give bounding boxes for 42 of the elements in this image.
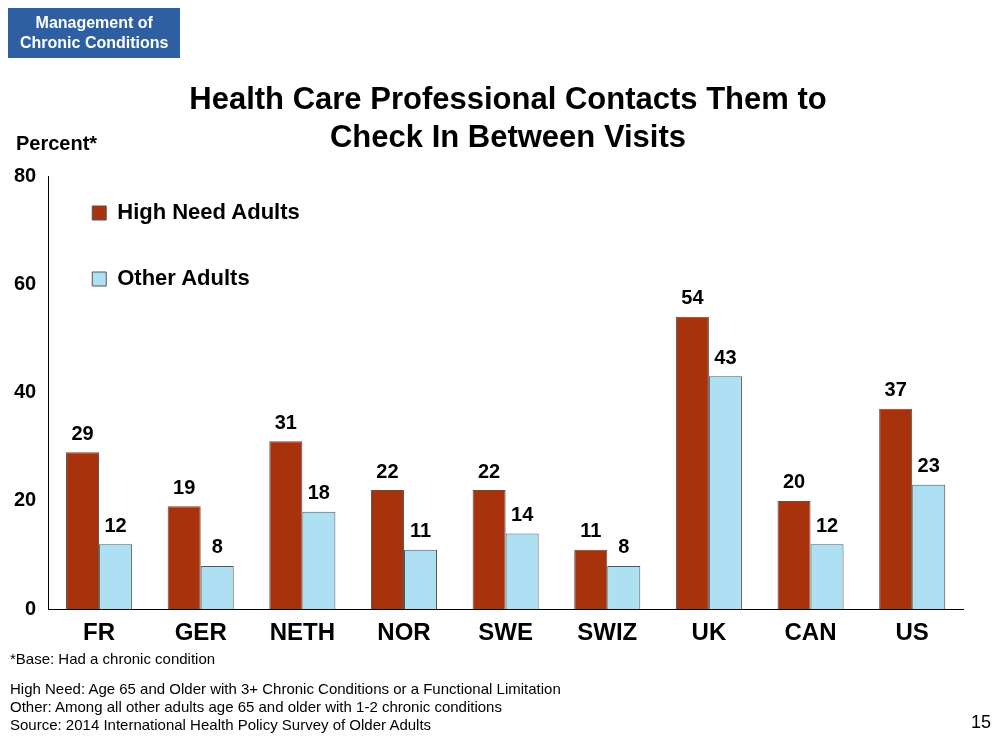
legend-label: High Need Adults	[117, 199, 300, 225]
text: 15	[970, 712, 991, 733]
data-label: 37	[884, 378, 907, 401]
chart-subtitle: Management of Chronic Conditions	[8, 8, 181, 58]
chart-title: Health Care Professional Contacts Them to Check In Between Visits	[188, 80, 828, 156]
y-axis-title: Percent*	[16, 132, 98, 155]
data-label: 31	[274, 410, 297, 433]
x-tick-label: SWE	[478, 618, 533, 646]
x-tick-label: CAN	[784, 618, 837, 646]
data-label: 23	[917, 454, 940, 477]
x-tick-label: SWIZ	[577, 618, 638, 646]
y-tick-label: 0	[25, 596, 37, 619]
x-tick-label: FR	[83, 618, 116, 646]
y-tick-label: 20	[14, 488, 37, 511]
data-label: 11	[580, 519, 602, 542]
x-tick-label: NETH	[269, 618, 336, 646]
data-label: 11	[409, 519, 432, 542]
y-tick-label: 60	[14, 271, 37, 294]
y-tick-label: 80	[14, 163, 37, 186]
data-label: 20	[782, 470, 806, 493]
x-tick-label: NOR	[377, 618, 431, 646]
data-label: 19	[173, 475, 196, 498]
source-note: Source: 2014 International Health Policy Survey of Older Adults	[10, 716, 433, 734]
data-label: 18	[307, 481, 330, 504]
data-label: 12	[104, 513, 127, 536]
text: High Need: Age 65 and Older with 3+ Chronic Conditions or a Functional Limitation	[10, 680, 561, 698]
data-label: 22	[477, 459, 501, 482]
text: Other: Among all other adults age 65 and older with 1-2 chronic conditions	[10, 698, 503, 716]
x-tick-label: US	[895, 618, 929, 646]
data-label: 43	[714, 345, 737, 368]
data-label: 8	[618, 535, 630, 558]
x-tick-label: GER	[174, 618, 227, 646]
data-label: 12	[815, 513, 839, 536]
y-tick-label: 40	[14, 380, 37, 403]
data-label: 22	[376, 459, 399, 482]
data-label: 29	[71, 421, 94, 444]
data-label: 14	[511, 502, 535, 525]
text: *Base: Had a chronic condition	[10, 650, 217, 668]
data-label: 54	[681, 286, 705, 309]
legend-label: Other Adults	[117, 265, 250, 291]
data-label: 8	[211, 535, 223, 558]
x-tick-label: UK	[691, 618, 727, 646]
